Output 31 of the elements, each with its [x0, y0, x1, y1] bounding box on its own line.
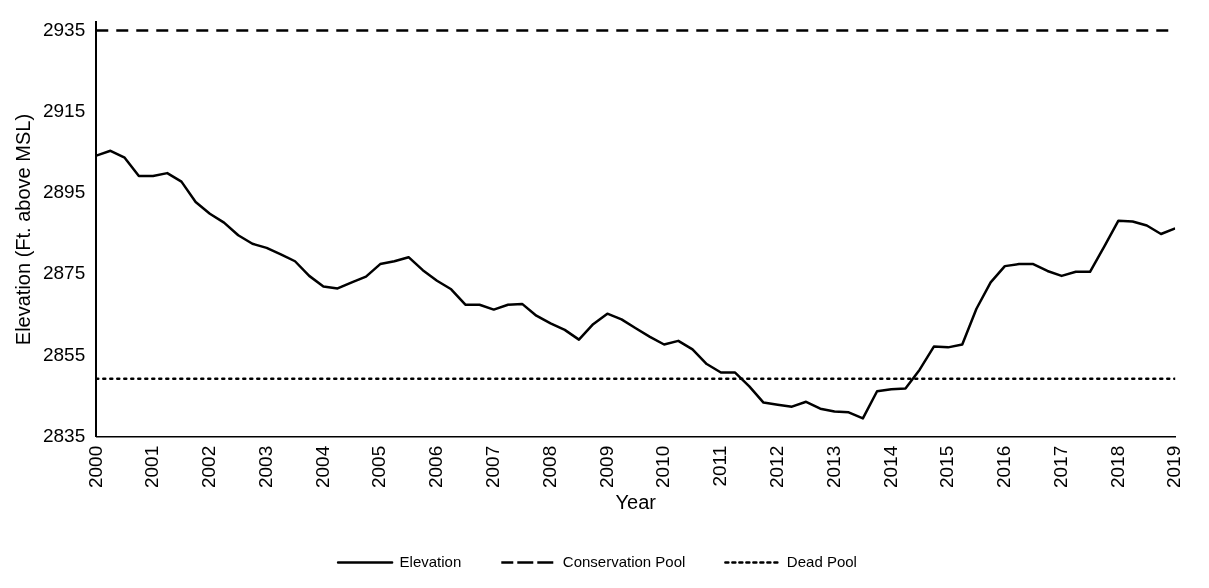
x-tick-label: 2015: [936, 445, 958, 489]
x-tick-label: 2008: [538, 445, 560, 489]
x-tick-label: 2019: [1163, 445, 1185, 489]
legend-label: Conservation Pool: [562, 552, 686, 570]
x-tick-label: 2016: [993, 445, 1015, 489]
y-tick-label: 2835: [42, 424, 86, 446]
x-tick-label: 2003: [254, 445, 276, 489]
x-tick-label: 2009: [595, 445, 617, 489]
x-tick-label: 2007: [482, 445, 503, 489]
x-tick-label: 2006: [425, 445, 447, 489]
x-tick-label: 2018: [1106, 445, 1128, 489]
x-tick-label: 2013: [822, 445, 844, 489]
y-tick-label: 2935: [42, 18, 86, 40]
y-tick-label: 2895: [42, 181, 86, 203]
x-tick-label: 2011: [709, 445, 731, 487]
legend-label: Elevation: [399, 552, 462, 570]
x-tick-label: 2000: [84, 445, 106, 489]
x-tick-label: 2014: [879, 445, 901, 489]
y-tick-label: 2855: [42, 343, 86, 365]
x-tick-label: 2001: [141, 445, 163, 489]
y-axis-title: Elevation (Ft. above MSL): [11, 113, 34, 346]
y-tick-label: 2915: [42, 100, 86, 121]
x-tick-label: 2002: [198, 445, 220, 489]
x-tick-label: 2005: [368, 445, 390, 489]
x-tick-label: 2004: [311, 445, 333, 489]
x-axis-title: Year: [615, 490, 657, 513]
legend-label: Dead Pool: [786, 552, 857, 570]
x-tick-label: 2012: [765, 445, 787, 489]
x-tick-label: 2017: [1049, 445, 1071, 489]
x-tick-label: 2010: [652, 445, 674, 489]
y-tick-label: 2875: [42, 262, 86, 284]
